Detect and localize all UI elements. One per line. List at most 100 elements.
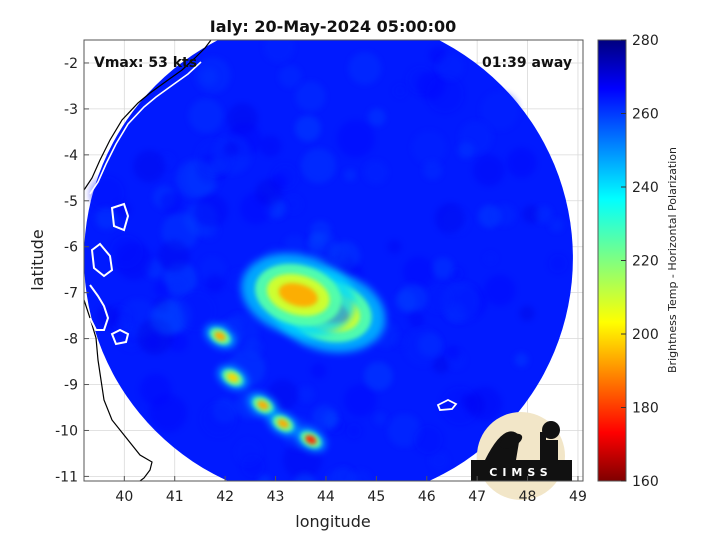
- y-tick-label: -3: [64, 102, 78, 118]
- texture-patch: [423, 160, 442, 180]
- texture-patch: [245, 339, 263, 356]
- y-tick-label: -5: [64, 194, 78, 210]
- texture-patch: [297, 386, 315, 403]
- texture-patch: [548, 254, 568, 274]
- texture-patch: [330, 241, 360, 271]
- texture-patch: [398, 283, 428, 313]
- x-tick-label: 46: [418, 489, 436, 505]
- texture-patch: [294, 473, 316, 481]
- texture-patch: [139, 373, 172, 406]
- texture-patch: [307, 232, 338, 262]
- texture-patch: [188, 98, 223, 133]
- texture-patch: [195, 194, 229, 228]
- texture-patch: [279, 65, 302, 88]
- texture-patch: [413, 425, 443, 455]
- feature-layer: [277, 418, 289, 429]
- feature-core: [241, 253, 356, 337]
- texture-patch: [446, 345, 461, 360]
- x-tick-label: 43: [267, 489, 285, 505]
- texture-patch: [223, 142, 239, 157]
- texture-patch: [363, 160, 388, 185]
- chart-title: Ialy: 20-May-2024 05:00:00: [210, 17, 457, 36]
- x-axis-ticks: 40 41 42 43 44 45 46 47 48 49: [115, 476, 587, 505]
- texture-patch: [472, 154, 505, 187]
- texture-patch: [169, 279, 186, 296]
- texture-patch: [235, 438, 262, 466]
- y-tick-label: -2: [64, 56, 78, 72]
- time-away-annotation: 01:39 away: [482, 55, 572, 71]
- colorbar-label: Brightness Temp - Horizontal Polarizatio…: [666, 147, 679, 373]
- colorbar-tick-label: 200: [632, 327, 659, 343]
- y-tick-label: -8: [64, 332, 78, 348]
- y-tick-label: -10: [55, 423, 78, 439]
- texture-patch: [408, 311, 425, 328]
- texture-patch: [346, 423, 362, 439]
- texture-patch: [201, 401, 237, 437]
- texture-patch: [109, 234, 144, 269]
- x-tick-label: 40: [115, 489, 133, 505]
- texture-patch: [344, 169, 357, 182]
- texture-patch: [514, 352, 529, 367]
- texture-patch: [387, 239, 402, 254]
- colorbar-ticks: 280 260 240 220 200 180 160: [621, 33, 659, 490]
- texture-patch: [549, 218, 564, 232]
- feature-rainband: [296, 427, 326, 452]
- texture-patch: [259, 135, 282, 157]
- texture-patch: [363, 361, 393, 391]
- y-axis-label: latitude: [28, 229, 47, 290]
- texture-patch: [348, 470, 373, 481]
- colorbar: 280 260 240 220 200 180 160 Brightness Temp - …: [597, 33, 679, 490]
- x-tick-label: 47: [468, 489, 486, 505]
- texture-patch: [506, 147, 537, 178]
- vmax-annotation: Vmax: 53 kts: [94, 55, 197, 71]
- x-axis-label: longitude: [295, 512, 370, 531]
- texture-patch: [322, 411, 339, 428]
- colorbar-tick-label: 240: [632, 180, 659, 196]
- texture-patch: [310, 362, 327, 379]
- texture-patch: [145, 335, 161, 350]
- texture-patch: [393, 84, 407, 98]
- texture-patch: [484, 274, 516, 306]
- texture-patch: [484, 252, 497, 265]
- texture-patch: [459, 121, 493, 154]
- texture-patch: [404, 328, 442, 366]
- texture-patch: [295, 81, 326, 112]
- texture-patch: [258, 474, 271, 481]
- texture-patch: [157, 239, 190, 273]
- x-tick-label: 49: [569, 489, 587, 505]
- y-tick-label: -11: [55, 469, 78, 485]
- texture-patch: [437, 53, 464, 80]
- texture-patch: [301, 148, 336, 184]
- y-tick-label: -6: [64, 240, 78, 256]
- texture-patch: [150, 301, 185, 336]
- colorbar-tick-label: 260: [632, 107, 659, 123]
- x-tick-label: 42: [216, 489, 234, 505]
- texture-patch: [374, 412, 387, 425]
- texture-patch: [255, 178, 283, 206]
- texture-patch: [535, 206, 553, 224]
- texture-patch: [283, 235, 306, 258]
- y-tick-label: -9: [64, 378, 78, 394]
- texture-patch: [411, 130, 447, 165]
- coastline: [84, 40, 458, 481]
- logo-text: CIMSS: [489, 466, 552, 479]
- texture-patch: [434, 202, 466, 234]
- texture-patch: [343, 384, 377, 417]
- texture-patch: [367, 108, 386, 127]
- texture-patch: [425, 285, 453, 313]
- texture-patch: [153, 281, 169, 296]
- feature-layer: [305, 435, 317, 445]
- texture-patch: [429, 451, 449, 470]
- feature-layer: [214, 331, 226, 341]
- texture-patch: [201, 68, 218, 85]
- x-tick-label: 48: [519, 489, 537, 505]
- texture-patch: [432, 356, 450, 374]
- texture-patch: [522, 204, 541, 224]
- cimss-logo: CIMSS: [471, 412, 572, 500]
- texture-patch: [467, 386, 502, 422]
- x-tick-label: 45: [367, 489, 385, 505]
- feature-layer: [227, 373, 239, 383]
- texture-patch: [519, 305, 535, 322]
- texture-patch: [88, 176, 125, 212]
